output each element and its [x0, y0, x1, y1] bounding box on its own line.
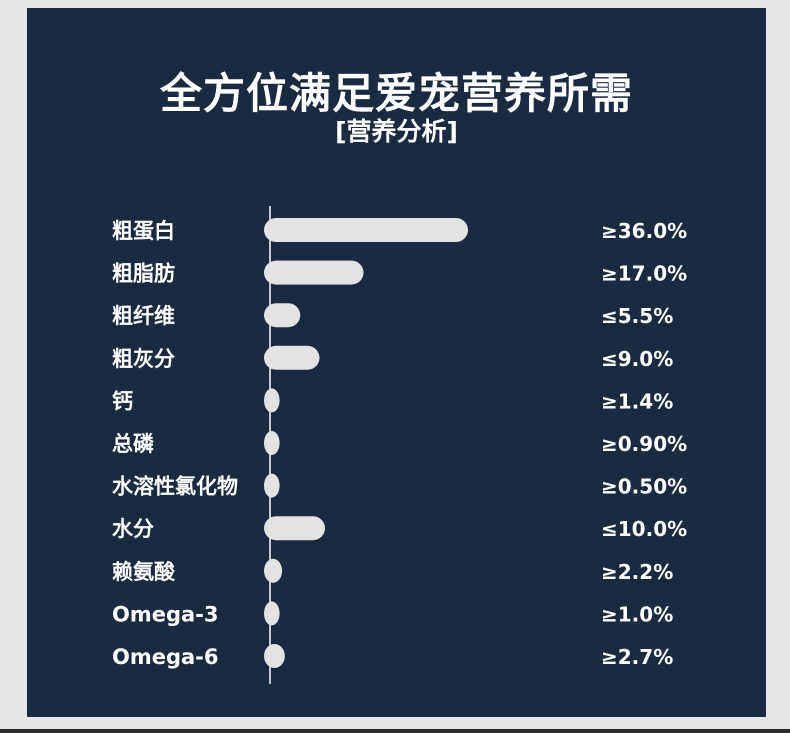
bar-row: Omega-3 ≥1.0% [112, 601, 673, 626]
category-label: 水溶性氯化物 [112, 475, 238, 499]
bottom-divider [0, 729, 790, 733]
value-label: ≥0.50% [601, 475, 687, 499]
bar-row: 粗蛋白 ≥36.0% [112, 218, 687, 243]
bar [264, 516, 325, 541]
chart-title: 全方位满足爱宠营养所需 [159, 69, 633, 118]
category-label: 粗灰分 [112, 347, 175, 371]
value-label: ≥1.4% [601, 389, 673, 413]
bar [264, 345, 320, 370]
category-label: Omega-6 [112, 645, 219, 669]
bar-row: 粗纤维 ≤5.5% [112, 303, 673, 328]
bar [264, 260, 364, 285]
chart-subtitle: [营养分析] [335, 117, 458, 146]
bar-row: 赖氨酸 ≥2.2% [112, 558, 673, 584]
chart-panel: 全方位满足爱宠营养所需 [营养分析] 粗蛋白 ≥36.0% 粗脂肪 ≥17.0% 粗纤维… [27, 8, 766, 717]
value-label: ≥2.7% [601, 645, 673, 669]
value-label: ≤10.0% [601, 517, 687, 541]
value-label: ≤5.5% [601, 304, 673, 328]
bar [264, 218, 468, 242]
bar [264, 601, 280, 626]
category-label: 粗蛋白 [112, 219, 175, 243]
category-label: 赖氨酸 [112, 560, 176, 584]
category-label: 水分 [112, 517, 154, 541]
bar [264, 388, 280, 413]
bar-row: Omega-6 ≥2.7% [112, 644, 673, 669]
bar-row: 水分 ≤10.0% [112, 516, 687, 541]
bar [264, 303, 301, 328]
bar [264, 473, 280, 498]
bar-row: 粗脂肪 ≥17.0% [112, 260, 687, 286]
value-label: ≥1.0% [601, 602, 673, 626]
value-label: ≥0.90% [601, 432, 687, 456]
category-label: 粗脂肪 [112, 262, 175, 286]
category-label: 钙 [112, 389, 133, 413]
bar [264, 431, 280, 455]
bar-row: 钙 ≥1.4% [112, 388, 673, 413]
bar [264, 558, 283, 583]
bar [264, 644, 285, 668]
bar-row: 粗灰分 ≤9.0% [112, 345, 673, 371]
bar-row: 水溶性氯化物 ≥0.50% [112, 473, 687, 499]
category-label: Omega-3 [112, 602, 219, 626]
value-label: ≥17.0% [601, 262, 687, 286]
category-label: 粗纤维 [112, 304, 175, 328]
value-label: ≥36.0% [601, 219, 687, 243]
bar-chart: 粗蛋白 ≥36.0% 粗脂肪 ≥17.0% 粗纤维 ≤5.5% 粗灰分 ≤9.0% 钙 ≥1.4%… [112, 206, 687, 684]
value-label: ≤9.0% [601, 347, 673, 371]
value-label: ≥2.2% [601, 560, 673, 584]
category-label: 总磷 [112, 432, 154, 456]
bar-row: 总磷 ≥0.90% [112, 431, 687, 456]
